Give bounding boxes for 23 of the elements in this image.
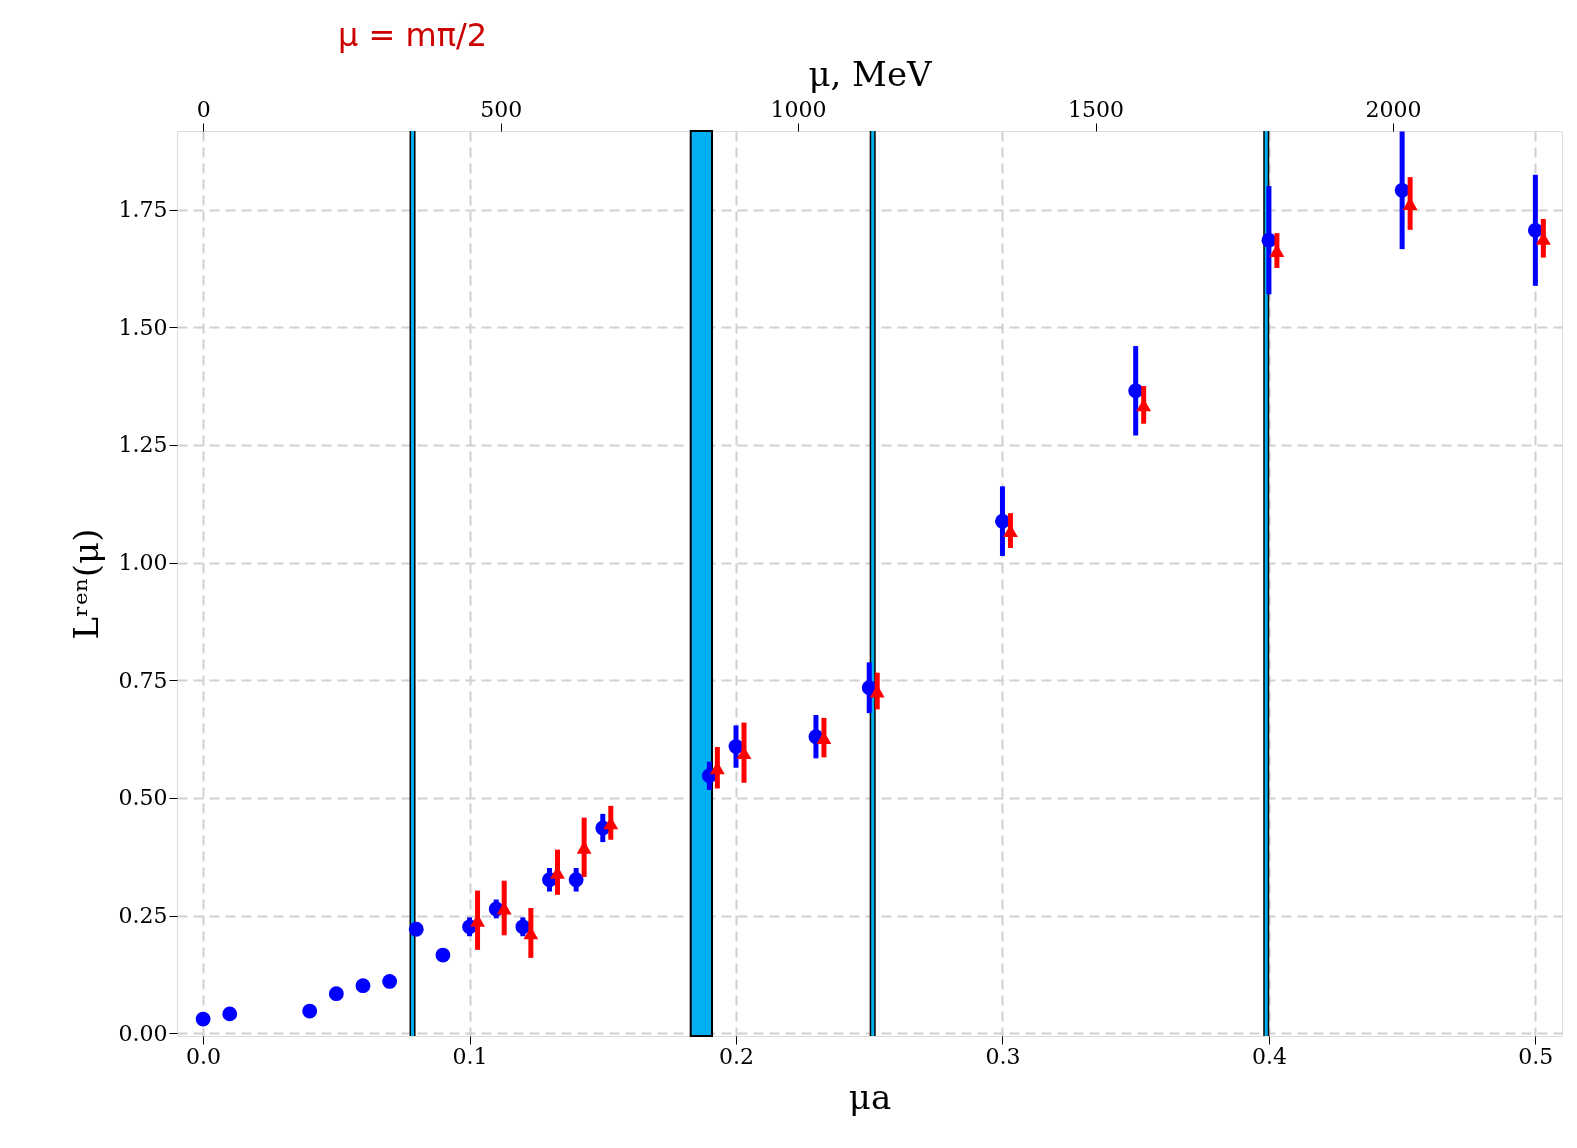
x-tick-label: 0.5 xyxy=(1518,1043,1554,1069)
x2-axis-title: μ, MeV xyxy=(808,53,934,94)
x2-tick-label: 500 xyxy=(480,96,523,122)
y-tick-label: 0.50 xyxy=(118,785,168,811)
ref-line-label: μ = mπ/2 xyxy=(337,16,488,54)
y-tick-label: 0.75 xyxy=(118,667,168,693)
y-tick-label: 1.00 xyxy=(118,550,168,576)
x-tick-label: 0.4 xyxy=(1251,1043,1287,1069)
y-tick-label: 0.25 xyxy=(118,903,168,929)
y-tick-label: 0.00 xyxy=(118,1020,168,1046)
x-tick-label: 0.3 xyxy=(985,1043,1021,1069)
x-tick-label: 0.0 xyxy=(186,1043,222,1069)
x2-tick-label: 1500 xyxy=(1068,96,1125,122)
x2-tick-label: 2000 xyxy=(1365,96,1422,122)
y-axis-title: Lʳᵉⁿ(μ) xyxy=(65,528,106,640)
x-axis-title: μa xyxy=(848,1076,892,1117)
x2-tick-label: 0 xyxy=(196,96,211,122)
x-tick-label: 0.1 xyxy=(452,1043,488,1069)
x2-tick-label: 1000 xyxy=(770,96,827,122)
y-tick-label: 1.75 xyxy=(118,197,168,223)
y-tick-label: 1.25 xyxy=(118,432,168,458)
x-tick-label: 0.2 xyxy=(719,1043,755,1069)
y-tick-label: 1.50 xyxy=(118,314,168,340)
